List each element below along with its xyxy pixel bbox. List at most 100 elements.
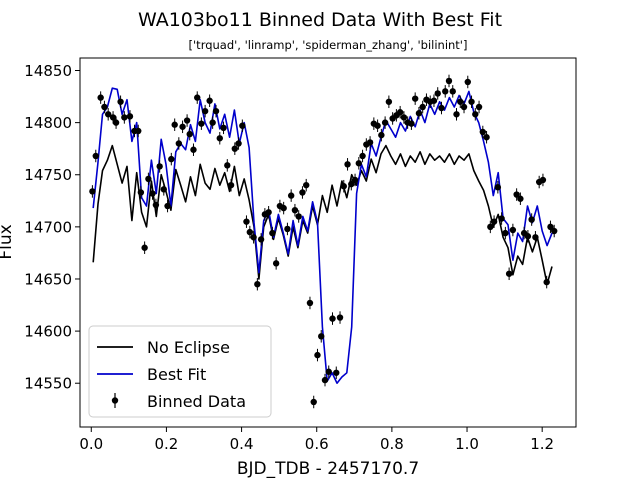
x-tick-label: 1.0 xyxy=(455,435,479,453)
data-point xyxy=(164,199,171,213)
data-point xyxy=(201,104,209,118)
data-point xyxy=(464,75,471,89)
data-point-marker xyxy=(505,270,513,277)
data-point-marker xyxy=(104,111,112,118)
data-point xyxy=(385,95,393,109)
data-point-marker xyxy=(194,94,201,101)
data-point-marker xyxy=(430,97,438,104)
data-point xyxy=(179,120,186,134)
data-point-marker xyxy=(212,107,220,115)
data-point xyxy=(152,198,160,212)
data-point xyxy=(135,124,142,138)
data-point xyxy=(112,116,120,129)
data-point xyxy=(438,101,445,115)
data-point-marker xyxy=(438,104,445,112)
data-point-marker xyxy=(269,229,276,237)
data-point-marker xyxy=(239,122,246,129)
data-point xyxy=(299,186,306,199)
legend-binned-data-marker xyxy=(111,397,119,404)
data-point xyxy=(254,277,261,291)
data-point-marker xyxy=(378,131,385,139)
data-point xyxy=(287,189,295,202)
data-point-marker xyxy=(321,376,329,384)
data-point-marker xyxy=(509,226,517,234)
data-point-marker xyxy=(227,181,235,189)
data-point-marker xyxy=(299,189,306,196)
data-point xyxy=(206,94,213,107)
data-point xyxy=(269,226,276,240)
data-point xyxy=(494,181,502,194)
data-point xyxy=(235,137,242,150)
data-point-marker xyxy=(453,111,460,118)
data-point-marker xyxy=(547,223,554,231)
x-tick-label: 1.2 xyxy=(530,435,554,453)
data-point-marker xyxy=(137,189,145,196)
data-point xyxy=(186,127,193,141)
data-point xyxy=(280,201,287,215)
data-point xyxy=(303,178,310,192)
data-point xyxy=(457,95,464,109)
data-point xyxy=(101,100,108,114)
data-point xyxy=(509,223,517,237)
data-point-marker xyxy=(310,398,317,406)
data-point-marker xyxy=(472,111,479,118)
data-point xyxy=(502,226,509,240)
data-point xyxy=(104,108,112,121)
data-point xyxy=(291,203,299,217)
data-point-marker xyxy=(434,90,441,97)
data-point xyxy=(314,348,321,362)
data-point-marker xyxy=(415,110,423,117)
data-point-marker xyxy=(325,368,332,375)
data-point-marker xyxy=(333,369,340,376)
data-point-marker xyxy=(396,109,404,116)
data-point-marker xyxy=(186,130,193,138)
data-point xyxy=(359,149,366,163)
legend-box xyxy=(88,325,272,418)
data-point xyxy=(374,119,381,133)
data-point-marker xyxy=(490,218,498,225)
data-point-marker xyxy=(156,163,163,170)
data-point-marker xyxy=(468,98,475,105)
data-point-marker xyxy=(351,176,359,184)
data-point xyxy=(227,178,235,192)
data-point xyxy=(340,179,347,193)
data-point xyxy=(408,117,415,130)
data-point xyxy=(306,296,314,310)
data-point xyxy=(430,94,438,107)
plot-area xyxy=(89,74,558,409)
data-point xyxy=(117,95,124,109)
y-tick-label: 14650 xyxy=(24,270,72,288)
data-point-marker xyxy=(121,114,128,121)
data-point-marker xyxy=(318,333,325,340)
data-point xyxy=(126,110,134,123)
data-point xyxy=(190,143,197,156)
data-point-marker xyxy=(445,77,453,85)
data-point-marker xyxy=(464,78,471,86)
data-point-marker xyxy=(336,314,344,321)
data-point xyxy=(168,152,175,166)
data-point-marker xyxy=(374,122,381,129)
data-point-marker xyxy=(348,180,355,188)
data-point-marker xyxy=(442,88,449,95)
data-point-marker xyxy=(141,244,148,251)
data-point-marker xyxy=(198,120,205,127)
data-point-marker xyxy=(532,234,539,241)
data-point-marker xyxy=(385,98,393,105)
data-point xyxy=(517,192,524,205)
x-tick-label: 0.6 xyxy=(305,435,329,453)
data-point-marker xyxy=(460,103,468,111)
data-point xyxy=(490,215,498,228)
data-point xyxy=(378,128,385,142)
data-point-marker xyxy=(483,134,490,141)
data-point-marker xyxy=(314,351,321,359)
data-point-marker xyxy=(135,127,142,135)
y-tick-label: 14750 xyxy=(24,166,72,184)
data-point-marker xyxy=(498,215,505,222)
data-point xyxy=(445,74,453,88)
data-point xyxy=(149,187,156,200)
data-point xyxy=(231,142,239,155)
y-axis-label: Flux xyxy=(0,224,16,259)
data-point-marker xyxy=(126,113,134,120)
data-point-marker xyxy=(243,218,250,225)
